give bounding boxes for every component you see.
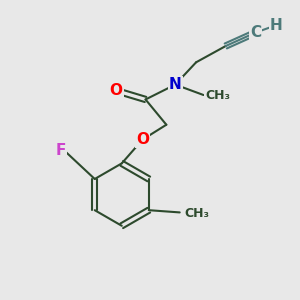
Text: CH₃: CH₃ bbox=[205, 88, 230, 101]
Text: C: C bbox=[250, 25, 261, 40]
Text: CH₃: CH₃ bbox=[184, 207, 209, 220]
Text: O: O bbox=[136, 132, 149, 147]
Text: O: O bbox=[109, 83, 122, 98]
Text: F: F bbox=[56, 142, 66, 158]
Text: N: N bbox=[169, 77, 182, 92]
Text: H: H bbox=[270, 18, 283, 33]
